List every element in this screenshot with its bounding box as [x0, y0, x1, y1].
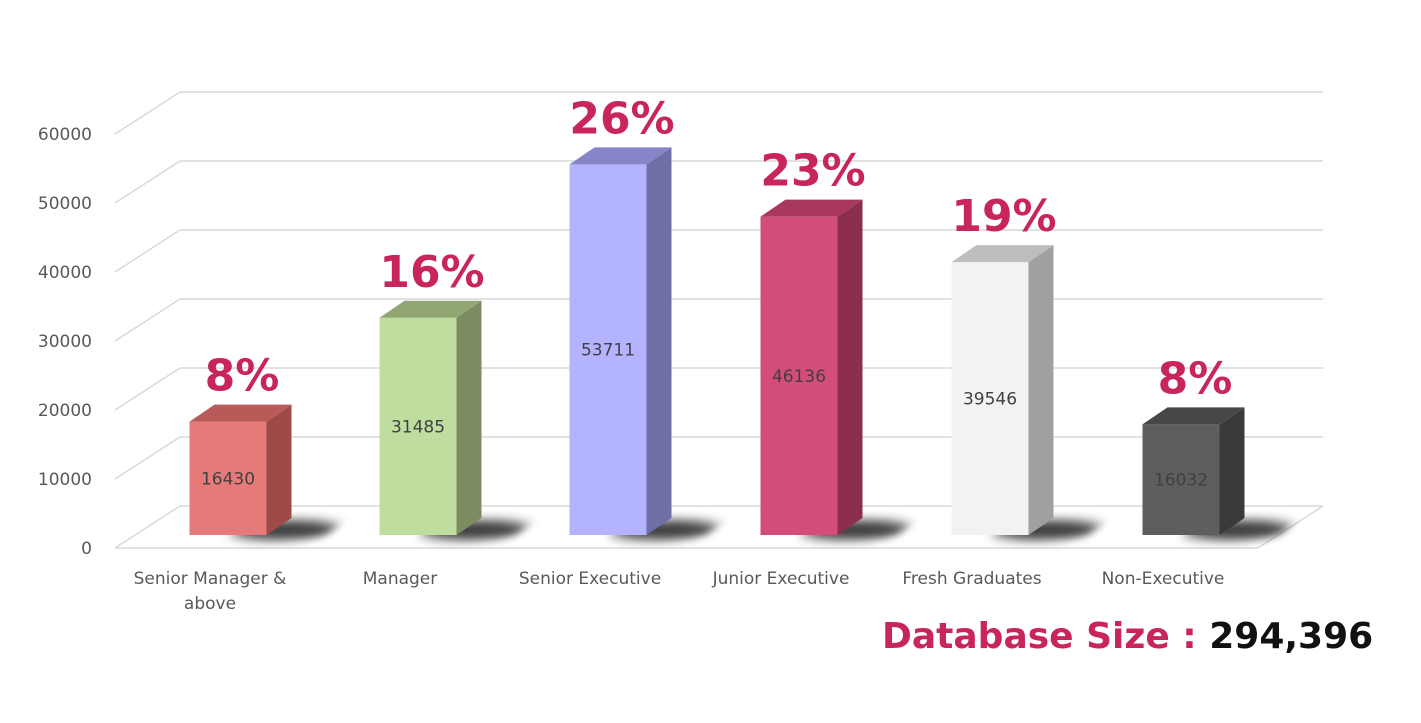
bar-percent-label: 26%	[569, 93, 674, 144]
bar-front	[951, 262, 1029, 535]
floor-edge	[1257, 505, 1324, 549]
bar-front	[189, 421, 267, 535]
y-tick-label: 0	[81, 539, 92, 559]
grid-line-diagonal	[114, 436, 181, 480]
grid-line-diagonal	[114, 505, 181, 549]
x-tick-label: Manager	[363, 569, 438, 589]
bar-percent-label: 23%	[760, 146, 865, 197]
bar-value-label: 31485	[391, 417, 445, 437]
grid-line-diagonal	[114, 229, 181, 273]
bar-side	[1028, 245, 1054, 535]
bar-value-label: 39546	[963, 390, 1017, 410]
bar-percent-label: 16%	[379, 247, 484, 298]
bar-value-label: 46136	[772, 367, 826, 387]
bar-percent-label: 19%	[951, 191, 1056, 242]
bar-side	[837, 199, 863, 535]
bar-front	[1142, 424, 1220, 535]
x-tick-label: Senior Executive	[519, 569, 661, 589]
y-tick-label: 50000	[38, 194, 92, 214]
bar: 53711 26%	[569, 93, 716, 540]
bar-value-label: 16032	[1154, 471, 1208, 491]
bars: 16430 8% 31485 16% 53711 26% 46136 23% 39546 19% 1…	[189, 93, 1289, 540]
bar-top	[760, 199, 863, 217]
bar-value-label: 16430	[201, 469, 255, 489]
x-tick-label: Fresh Graduates	[902, 569, 1041, 589]
bar-side	[1219, 407, 1245, 535]
bar-top	[379, 300, 482, 318]
bar: 39546 19%	[951, 191, 1098, 540]
bar-top	[569, 147, 672, 165]
bar: 16032 8%	[1142, 353, 1289, 540]
y-tick-label: 20000	[38, 401, 92, 421]
x-tick-label: Non-Executive	[1102, 569, 1225, 589]
bar-percent-label: 8%	[205, 351, 280, 402]
x-axis: Senior Manager & above Manager Senior Execu…	[134, 569, 1225, 614]
bar: 31485 16%	[379, 247, 526, 540]
bar-front	[379, 317, 457, 535]
grid-line-diagonal	[114, 298, 181, 342]
bar-top	[1142, 407, 1245, 425]
database-size: Database Size : 294,396	[882, 616, 1373, 657]
bar-front	[760, 216, 838, 535]
x-tick-label: Junior Executive	[712, 569, 850, 589]
database-size-value: 294,396	[1209, 616, 1374, 657]
bar-side	[646, 147, 672, 535]
bar-top	[189, 404, 292, 422]
bar: 46136 23%	[760, 146, 907, 540]
grid-lines	[114, 91, 1324, 549]
bar: 16430 8%	[189, 351, 336, 540]
bar-percent-label: 8%	[1158, 353, 1233, 404]
y-tick-label: 60000	[38, 125, 92, 145]
y-tick-label: 40000	[38, 263, 92, 283]
grid-line-diagonal	[114, 367, 181, 411]
bar-side	[456, 300, 482, 535]
y-axis: 0 10000 20000 30000 40000 50000 60000	[38, 125, 92, 559]
bar-side	[266, 404, 292, 535]
y-tick-label: 30000	[38, 332, 92, 352]
bar-front	[569, 164, 647, 535]
bar-value-label: 53711	[581, 341, 635, 361]
bar-top	[951, 245, 1054, 263]
database-size-label: Database Size :	[882, 616, 1197, 657]
grid-line-diagonal	[114, 91, 181, 135]
x-tick-label: Senior Manager & above	[134, 569, 287, 614]
grid-line-diagonal	[114, 160, 181, 204]
y-tick-label: 10000	[38, 470, 92, 490]
